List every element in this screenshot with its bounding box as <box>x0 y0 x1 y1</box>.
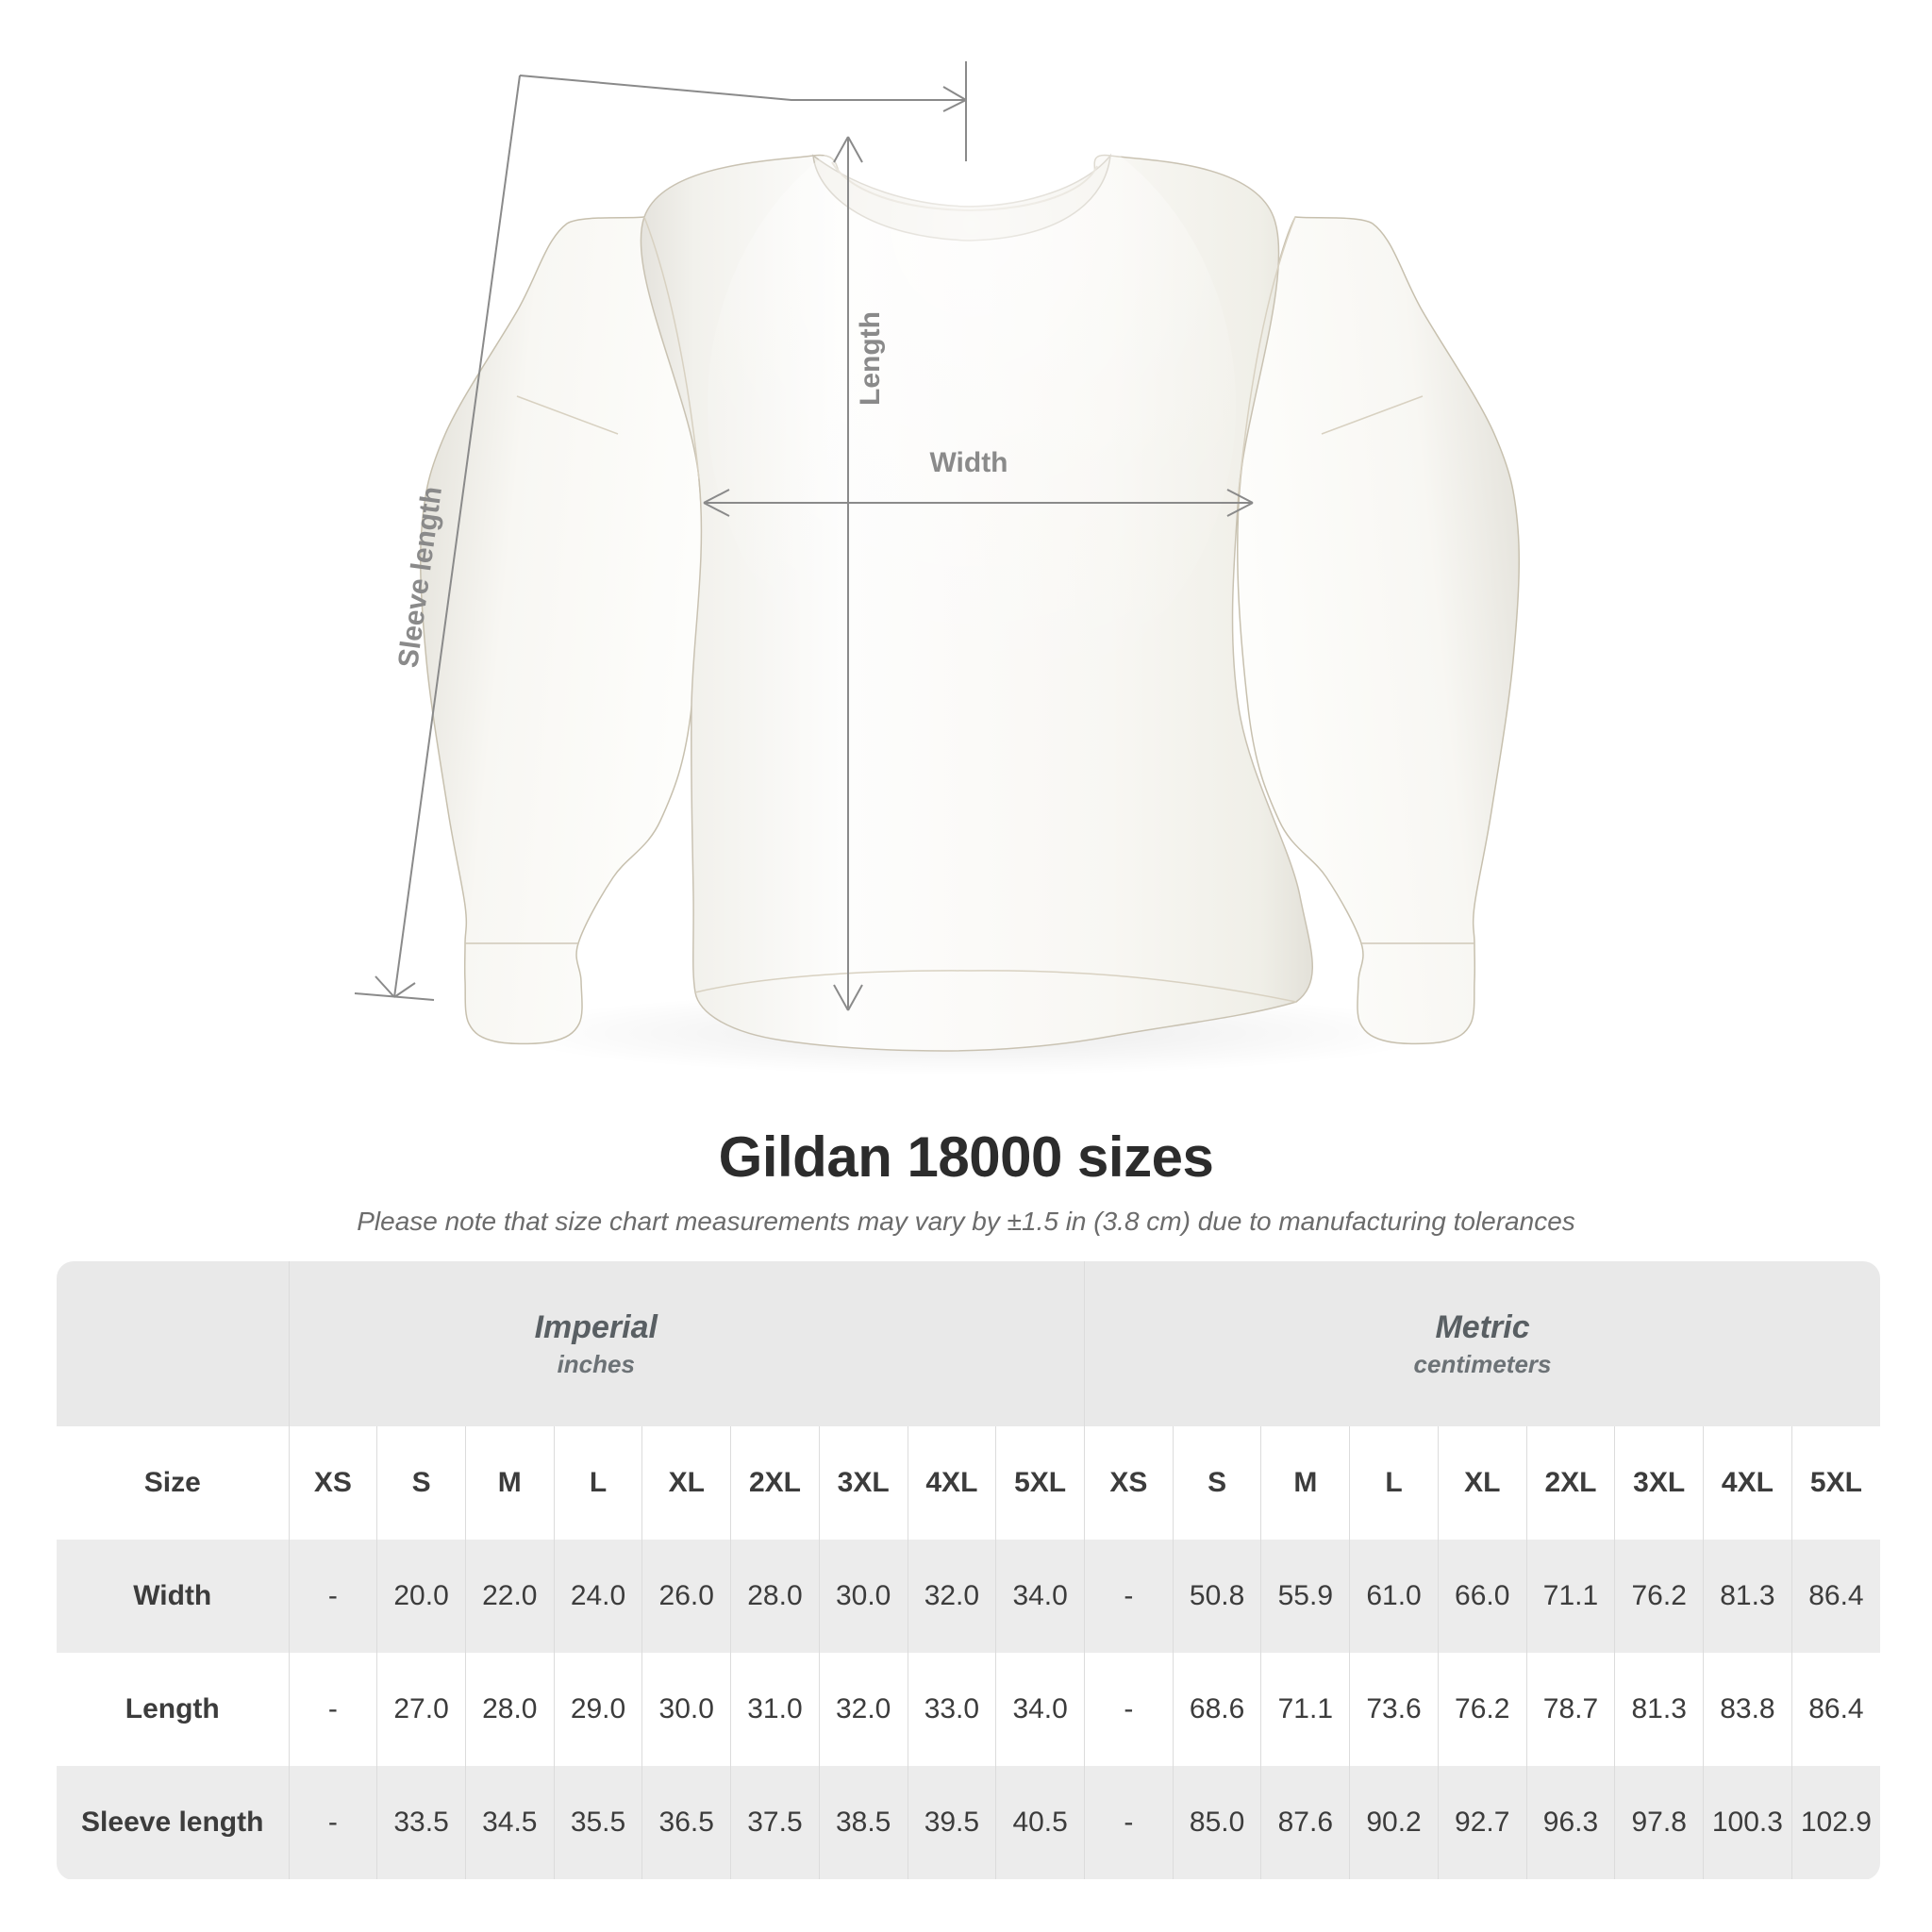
svg-text:Width: Width <box>929 447 1008 478</box>
svg-text:Length: Length <box>855 311 886 406</box>
